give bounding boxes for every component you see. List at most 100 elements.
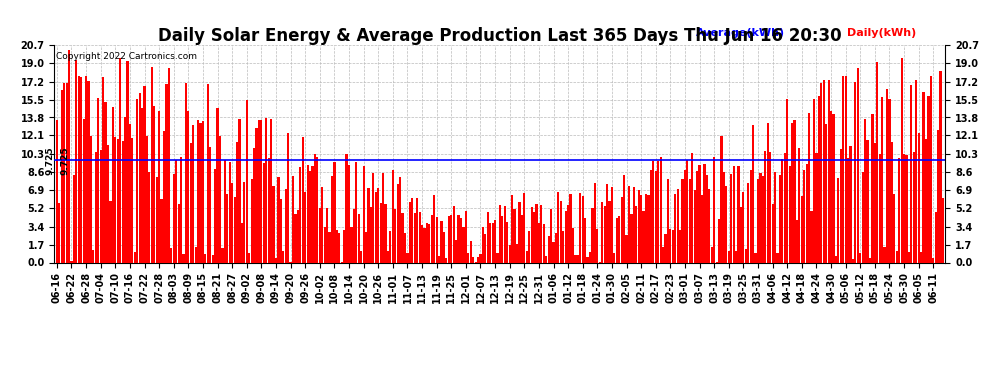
Bar [856, 68, 859, 262]
Bar [686, 160, 688, 262]
Bar [499, 205, 501, 262]
Bar [307, 165, 309, 262]
Bar [357, 214, 359, 262]
Bar [85, 76, 87, 262]
Bar [586, 257, 589, 262]
Bar [455, 240, 457, 262]
Bar [109, 201, 112, 262]
Bar [752, 125, 754, 262]
Bar [397, 184, 399, 262]
Bar [494, 220, 496, 262]
Bar [738, 166, 740, 262]
Bar [214, 170, 216, 262]
Bar [389, 231, 391, 262]
Bar [392, 170, 394, 262]
Bar [649, 170, 652, 262]
Bar [516, 244, 518, 262]
Bar [828, 80, 830, 262]
Bar [711, 247, 713, 262]
Bar [541, 204, 543, 262]
Bar [207, 84, 209, 262]
Bar [150, 67, 152, 262]
Bar [769, 152, 771, 262]
Bar [842, 76, 844, 262]
Bar [68, 50, 70, 262]
Bar [489, 222, 491, 262]
Bar [192, 126, 194, 262]
Bar [160, 199, 162, 262]
Bar [477, 257, 479, 262]
Bar [764, 151, 766, 262]
Bar [920, 252, 923, 262]
Bar [55, 120, 58, 262]
Bar [803, 170, 805, 262]
Bar [231, 183, 234, 262]
Bar [674, 194, 676, 262]
Bar [304, 192, 306, 262]
Text: 9.725: 9.725 [46, 146, 54, 175]
Bar [701, 195, 703, 262]
Bar [933, 258, 935, 262]
Bar [628, 186, 630, 262]
Bar [835, 256, 837, 262]
Bar [336, 230, 338, 262]
Bar [331, 176, 333, 262]
Bar [643, 211, 644, 262]
Bar [869, 258, 871, 262]
Bar [866, 140, 868, 262]
Bar [888, 99, 891, 262]
Bar [567, 205, 569, 262]
Bar [484, 234, 486, 262]
Bar [129, 124, 131, 262]
Bar [891, 142, 893, 262]
Bar [97, 98, 99, 262]
Bar [292, 176, 294, 262]
Bar [761, 176, 764, 262]
Bar [759, 173, 761, 262]
Bar [721, 136, 723, 262]
Bar [272, 186, 274, 262]
Bar [893, 194, 895, 262]
Bar [280, 198, 282, 262]
Bar [609, 201, 611, 262]
Bar [883, 247, 886, 262]
Bar [838, 178, 840, 262]
Bar [302, 137, 304, 262]
Bar [923, 92, 925, 262]
Bar [726, 186, 728, 262]
Bar [854, 82, 856, 262]
Bar [908, 252, 910, 262]
Bar [689, 179, 691, 262]
Bar [464, 211, 467, 262]
Bar [808, 113, 810, 262]
Bar [703, 164, 706, 262]
Bar [918, 132, 920, 262]
Bar [387, 251, 389, 262]
Bar [212, 255, 214, 262]
Bar [117, 138, 119, 262]
Bar [284, 189, 287, 262]
Bar [409, 202, 411, 262]
Bar [114, 137, 117, 262]
Bar [652, 160, 654, 262]
Bar [421, 225, 423, 262]
Bar [314, 154, 316, 262]
Bar [526, 251, 528, 262]
Bar [543, 224, 545, 262]
Bar [806, 164, 808, 262]
Bar [339, 233, 341, 262]
Bar [611, 187, 613, 262]
Bar [187, 111, 189, 262]
Bar [329, 232, 331, 262]
Bar [728, 251, 730, 262]
Bar [100, 150, 102, 262]
Bar [379, 203, 382, 262]
Bar [209, 147, 211, 262]
Bar [552, 242, 554, 262]
Bar [262, 163, 265, 262]
Bar [740, 207, 742, 262]
Bar [633, 188, 635, 262]
Bar [521, 215, 523, 262]
Bar [589, 252, 591, 262]
Bar [557, 192, 559, 262]
